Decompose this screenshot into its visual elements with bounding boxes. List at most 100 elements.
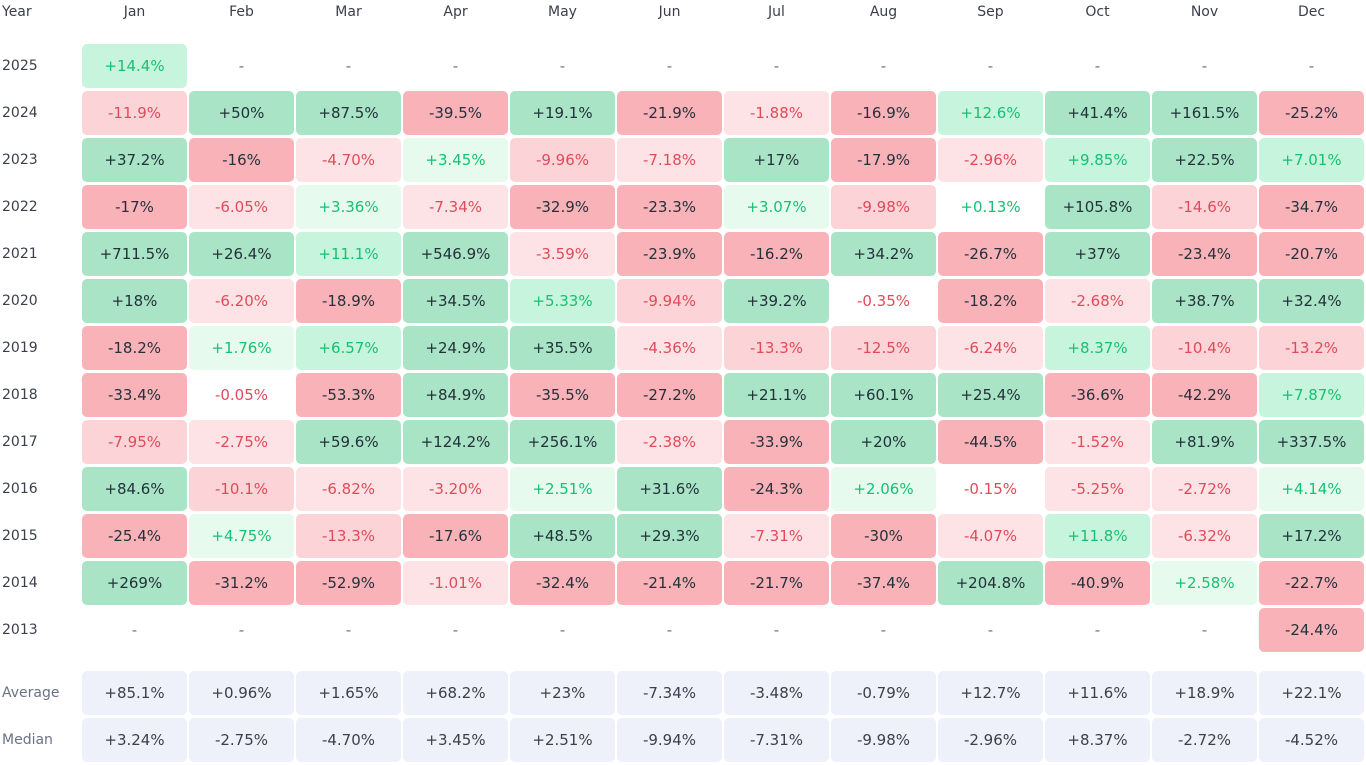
return-cell: -36.6% bbox=[1045, 373, 1150, 417]
return-cell: -6.20% bbox=[189, 279, 294, 323]
return-cell: - bbox=[559, 621, 566, 639]
return-cell: +20% bbox=[831, 420, 936, 464]
return-cell: +24.9% bbox=[403, 326, 508, 370]
return-cell: +34.2% bbox=[831, 232, 936, 276]
return-cell: -26.7% bbox=[938, 232, 1043, 276]
median-cell: -9.94% bbox=[617, 718, 722, 762]
return-cell: +9.85% bbox=[1045, 138, 1150, 182]
return-cell: +1.76% bbox=[189, 326, 294, 370]
median-cell: -2.75% bbox=[189, 718, 294, 762]
return-cell: +2.58% bbox=[1152, 561, 1257, 605]
month-header-apr: Apr bbox=[443, 4, 468, 20]
return-cell: -13.3% bbox=[724, 326, 829, 370]
month-header-oct: Oct bbox=[1085, 4, 1110, 20]
return-cell: - bbox=[131, 621, 138, 639]
return-cell: -4.36% bbox=[617, 326, 722, 370]
return-cell: - bbox=[987, 57, 994, 75]
return-cell: - bbox=[559, 57, 566, 75]
return-cell: +18% bbox=[82, 279, 187, 323]
return-cell: +3.36% bbox=[296, 185, 401, 229]
return-cell: -37.4% bbox=[831, 561, 936, 605]
year-label-2019: 2019 bbox=[2, 340, 38, 356]
return-cell: -4.70% bbox=[296, 138, 401, 182]
average-cell: +18.9% bbox=[1152, 671, 1257, 715]
return-cell: - bbox=[880, 621, 887, 639]
return-cell: -22.7% bbox=[1259, 561, 1364, 605]
return-cell: +19.1% bbox=[510, 91, 615, 135]
return-cell: -11.9% bbox=[82, 91, 187, 135]
return-cell: -21.7% bbox=[724, 561, 829, 605]
return-cell: -53.3% bbox=[296, 373, 401, 417]
return-cell: - bbox=[666, 57, 673, 75]
average-cell: +68.2% bbox=[403, 671, 508, 715]
return-cell: -14.6% bbox=[1152, 185, 1257, 229]
return-cell: -6.32% bbox=[1152, 514, 1257, 558]
return-cell: -39.5% bbox=[403, 91, 508, 135]
year-label-2015: 2015 bbox=[2, 528, 38, 544]
return-cell: +32.4% bbox=[1259, 279, 1364, 323]
month-header-jun: Jun bbox=[658, 4, 681, 20]
median-cell: +3.45% bbox=[403, 718, 508, 762]
return-cell: +546.9% bbox=[403, 232, 508, 276]
return-cell: -10.1% bbox=[189, 467, 294, 511]
return-cell: +60.1% bbox=[831, 373, 936, 417]
average-cell: +22.1% bbox=[1259, 671, 1364, 715]
return-cell: -24.3% bbox=[724, 467, 829, 511]
year-label-2023: 2023 bbox=[2, 152, 38, 168]
return-cell: -33.9% bbox=[724, 420, 829, 464]
median-cell: +2.51% bbox=[510, 718, 615, 762]
average-cell: -7.34% bbox=[617, 671, 722, 715]
return-cell: -7.31% bbox=[724, 514, 829, 558]
median-cell: +3.24% bbox=[82, 718, 187, 762]
return-cell: -2.68% bbox=[1045, 279, 1150, 323]
return-cell: -32.9% bbox=[510, 185, 615, 229]
return-cell: - bbox=[452, 57, 459, 75]
median-cell: -9.98% bbox=[831, 718, 936, 762]
median-cell: -4.70% bbox=[296, 718, 401, 762]
return-cell: +17.2% bbox=[1259, 514, 1364, 558]
year-label-2021: 2021 bbox=[2, 246, 38, 262]
return-cell: +7.01% bbox=[1259, 138, 1364, 182]
return-cell: -5.25% bbox=[1045, 467, 1150, 511]
average-cell: +0.96% bbox=[189, 671, 294, 715]
return-cell: -25.4% bbox=[82, 514, 187, 558]
return-cell: -16.2% bbox=[724, 232, 829, 276]
median-cell: -2.72% bbox=[1152, 718, 1257, 762]
return-cell: - bbox=[238, 621, 245, 639]
return-cell: - bbox=[666, 621, 673, 639]
return-cell: -27.2% bbox=[617, 373, 722, 417]
return-cell: -17% bbox=[82, 185, 187, 229]
return-cell: -16.9% bbox=[831, 91, 936, 135]
return-cell: +29.3% bbox=[617, 514, 722, 558]
return-cell: -31.2% bbox=[189, 561, 294, 605]
return-cell: +11.1% bbox=[296, 232, 401, 276]
return-cell: -52.9% bbox=[296, 561, 401, 605]
return-cell: +22.5% bbox=[1152, 138, 1257, 182]
return-cell: -44.5% bbox=[938, 420, 1043, 464]
return-cell: +84.9% bbox=[403, 373, 508, 417]
average-cell: -0.79% bbox=[831, 671, 936, 715]
return-cell: -2.96% bbox=[938, 138, 1043, 182]
return-cell: +37.2% bbox=[82, 138, 187, 182]
return-cell: +84.6% bbox=[82, 467, 187, 511]
year-label-2020: 2020 bbox=[2, 293, 38, 309]
month-header-nov: Nov bbox=[1190, 4, 1219, 20]
return-cell: - bbox=[880, 57, 887, 75]
return-cell: -12.5% bbox=[831, 326, 936, 370]
return-cell: -21.9% bbox=[617, 91, 722, 135]
year-label-2016: 2016 bbox=[2, 481, 38, 497]
return-cell: -9.94% bbox=[617, 279, 722, 323]
return-cell: +204.8% bbox=[938, 561, 1043, 605]
summary-label-median: Median bbox=[2, 732, 53, 748]
return-cell: -1.01% bbox=[403, 561, 508, 605]
return-cell: +5.33% bbox=[510, 279, 615, 323]
return-cell: -25.2% bbox=[1259, 91, 1364, 135]
return-cell: -3.20% bbox=[403, 467, 508, 511]
return-cell: +161.5% bbox=[1152, 91, 1257, 135]
return-cell: +50% bbox=[189, 91, 294, 135]
return-cell: -6.82% bbox=[296, 467, 401, 511]
return-cell: -30% bbox=[831, 514, 936, 558]
return-cell: +81.9% bbox=[1152, 420, 1257, 464]
return-cell: -9.98% bbox=[831, 185, 936, 229]
return-cell: -18.9% bbox=[296, 279, 401, 323]
